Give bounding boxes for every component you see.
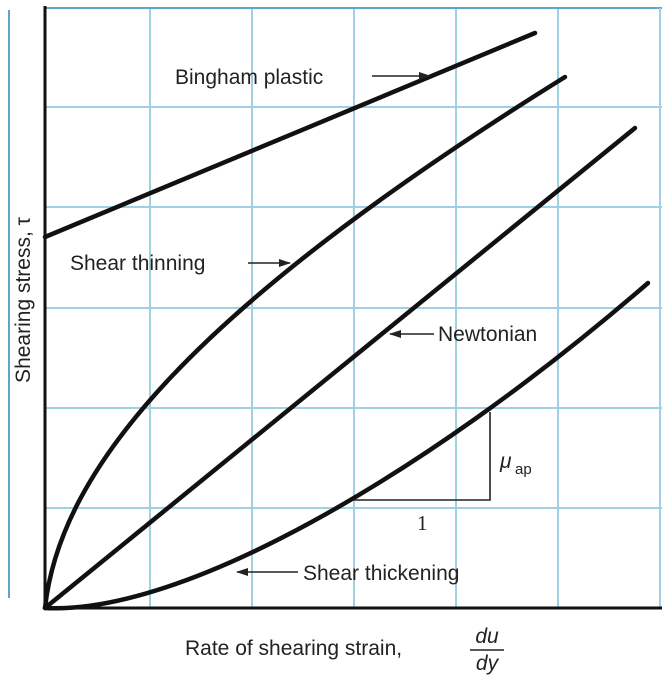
- thinning-label: Shear thinning: [70, 252, 205, 275]
- newtonian-curve: [42, 125, 638, 611]
- slope-run: 1: [417, 511, 428, 535]
- slope-triangle: [354, 412, 491, 501]
- axes: [43, 6, 662, 610]
- x-axis-label: Rate of shearing strain,: [185, 637, 402, 660]
- y-axis-label: Shearing stress, τ: [12, 216, 35, 383]
- slope-symbol: μ: [499, 450, 512, 473]
- grid: [45, 7, 662, 608]
- bingham-curve: [42, 30, 538, 240]
- thinning-curve: [42, 74, 568, 611]
- thickening-curve: [42, 280, 651, 611]
- thickening-label: Shear thickening: [303, 562, 459, 585]
- slope-subscript: ap: [515, 461, 532, 478]
- x-fraction-top: du: [475, 625, 499, 648]
- newtonian-label: Newtonian: [438, 323, 537, 346]
- bingham-label: Bingham plastic: [175, 66, 323, 89]
- x-fraction-bottom: dy: [476, 652, 500, 675]
